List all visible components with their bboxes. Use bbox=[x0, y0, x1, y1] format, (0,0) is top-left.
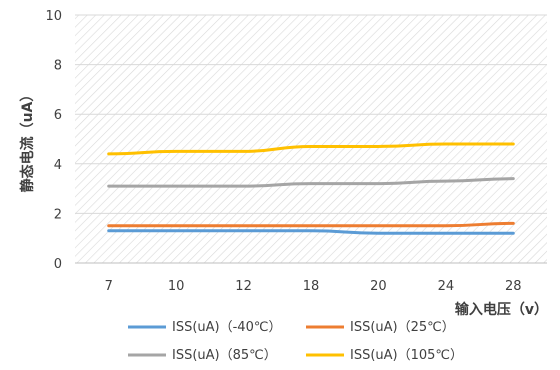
y-tick-labels: 0 2 4 6 8 10 bbox=[45, 9, 62, 272]
legend-label-1: ISS(uA)（25℃） bbox=[350, 320, 455, 335]
y-tick-label: 6 bbox=[54, 108, 62, 123]
x-tick-label: 28 bbox=[505, 279, 522, 294]
y-tick-label: 10 bbox=[45, 9, 62, 24]
x-tick-label: 12 bbox=[235, 279, 252, 294]
x-tick-label: 24 bbox=[438, 279, 455, 294]
legend: ISS(uA)（-40℃） ISS(uA)（25℃） ISS(uA)（85℃） ISS… bbox=[128, 320, 463, 363]
legend-label-2: ISS(uA)（85℃） bbox=[172, 348, 277, 363]
series-line-1 bbox=[107, 221, 515, 228]
series-lines bbox=[107, 142, 515, 235]
x-tick-label: 10 bbox=[168, 279, 185, 294]
series-line-2 bbox=[107, 177, 515, 188]
x-axis-title: 输入电压（v） bbox=[455, 301, 548, 318]
y-tick-label: 8 bbox=[54, 59, 62, 74]
series-line-3 bbox=[107, 142, 515, 156]
legend-label-0: ISS(uA)（-40℃） bbox=[172, 320, 281, 335]
series-line-0 bbox=[107, 229, 515, 235]
y-tick-label: 0 bbox=[54, 257, 62, 272]
y-tick-label: 4 bbox=[54, 158, 62, 173]
x-tick-label: 7 bbox=[105, 279, 113, 294]
y-axis-title: 静态电流（uA） bbox=[19, 88, 36, 193]
x-tick-labels: 7 10 12 18 20 24 28 bbox=[105, 279, 522, 294]
plot-area bbox=[75, 15, 547, 263]
x-tick-label: 18 bbox=[303, 279, 320, 294]
y-tick-label: 2 bbox=[54, 207, 62, 222]
grid-lines bbox=[75, 14, 547, 214]
x-tick-label: 20 bbox=[370, 279, 387, 294]
legend-label-3: ISS(uA)（105℃） bbox=[350, 348, 463, 363]
